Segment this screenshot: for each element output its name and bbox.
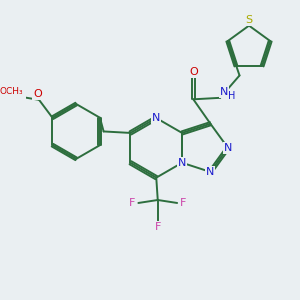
Text: O: O [189, 67, 198, 77]
Text: N: N [178, 158, 186, 168]
Text: F: F [129, 198, 136, 208]
Text: F: F [180, 198, 186, 208]
Text: H: H [228, 91, 235, 101]
Text: N: N [152, 113, 160, 123]
Text: S: S [245, 15, 253, 25]
Text: N: N [220, 87, 228, 97]
Text: N: N [206, 167, 214, 177]
Text: N: N [224, 143, 232, 153]
Text: methoxy: methoxy [20, 85, 39, 89]
Text: O: O [33, 89, 42, 99]
Text: OCH₃: OCH₃ [0, 87, 23, 96]
Text: F: F [154, 222, 161, 232]
